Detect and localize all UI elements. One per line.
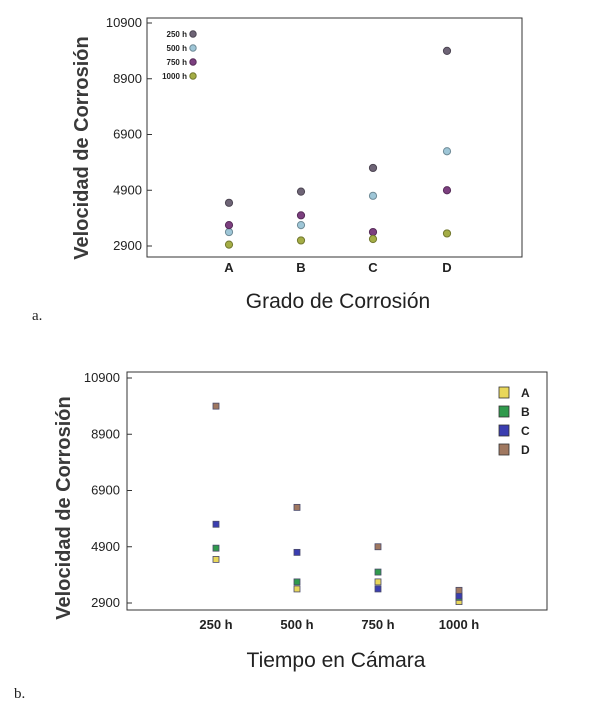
chart-b-point <box>293 578 301 586</box>
chart-b-y-axis-label: Velocidad de Corrosión <box>53 396 75 619</box>
chart-a-point <box>224 227 234 237</box>
chart-a-point <box>442 186 452 195</box>
chart-a-plot-frame <box>146 17 523 258</box>
chart-b-point <box>212 520 220 528</box>
chart-b-point <box>455 586 463 594</box>
chart-b-point <box>374 543 382 551</box>
chart-a-legend-marker <box>189 58 197 66</box>
chart-a-point <box>368 191 378 200</box>
chart-a-legend-label: 250 h <box>167 30 188 39</box>
chart-a-point <box>368 227 378 237</box>
chart-a-legend-marker <box>189 44 197 52</box>
chart-a-y-axis-label: Velocidad de Corrosión <box>71 36 93 259</box>
chart-a-x-tick-label: B <box>296 260 305 275</box>
chart-a-x-axis-label: Grado de Corrosión <box>246 290 430 313</box>
chart-b-x-axis-label: Tiempo en Cámara <box>247 649 426 672</box>
chart-a-y-tick-label: 2900 <box>113 238 142 253</box>
chart-a-legend-marker <box>189 30 197 38</box>
chart-b-y-tick-label: 6900 <box>91 483 120 498</box>
chart-a-y-tick-label: 8900 <box>113 71 142 86</box>
chart-a-point <box>224 220 234 230</box>
chart-b-legend-marker <box>498 405 510 418</box>
chart-b-x-tick-label: 250 h <box>199 617 232 632</box>
chart-a-legend-label: 1000 h <box>162 72 187 81</box>
chart-b-y-tick-label: 10900 <box>84 370 120 385</box>
chart-b-point <box>374 578 382 586</box>
chart-a-x-tick-label: D <box>442 260 451 275</box>
chart-a-x-tick-label: C <box>368 260 378 275</box>
chart-a: Velocidad de Corrosión Grado de Corrosió… <box>32 15 523 324</box>
chart-a-point <box>368 163 378 173</box>
chart-b-y-tick-label: 2900 <box>91 595 120 610</box>
chart-b-legend-marker <box>498 424 510 437</box>
chart-a-y-tick-label: 10900 <box>106 15 142 30</box>
chart-a-point <box>442 229 452 238</box>
chart-b-point <box>212 402 220 410</box>
chart-a-point <box>296 211 306 220</box>
chart-b-y-tick-label: 8900 <box>91 426 120 441</box>
chart-b-point <box>293 503 301 511</box>
chart-a-legend-label: 750 h <box>167 58 188 67</box>
chart-a-y-tick-label: 6900 <box>113 127 142 142</box>
chart-b-x-tick-label: 1000 h <box>439 617 480 632</box>
chart-a-point <box>296 187 306 196</box>
chart-b-point <box>455 592 463 600</box>
chart-a-point <box>442 147 452 156</box>
chart-b-legend-label: D <box>521 443 530 457</box>
chart-b-x-tick-label: 750 h <box>361 617 394 632</box>
chart-a-legend-marker <box>189 72 197 80</box>
chart-b-legend-marker <box>498 386 510 399</box>
chart-a-y-tick-label: 4900 <box>113 182 142 197</box>
chart-a-point <box>368 234 378 244</box>
chart-b-point <box>374 585 382 593</box>
chart-a-point <box>296 220 306 230</box>
chart-a-panel-label: a. <box>32 308 42 324</box>
chart-b-plot-frame <box>126 371 548 611</box>
chart-b: Velocidad de Corrosión Tiempo en Cámara … <box>14 370 548 702</box>
chart-b-legend-label: C <box>521 424 530 438</box>
chart-b-point <box>293 548 301 556</box>
chart-b-legend-label: B <box>521 405 530 419</box>
chart-b-panel-label: b. <box>14 686 25 702</box>
chart-a-point <box>224 198 234 207</box>
chart-b-y-tick-label: 4900 <box>91 539 120 554</box>
chart-b-point <box>212 556 220 563</box>
chart-a-point <box>442 46 452 55</box>
chart-a-point <box>296 236 306 245</box>
chart-b-point <box>212 544 220 552</box>
chart-b-legend-marker <box>498 443 510 456</box>
chart-b-x-tick-label: 500 h <box>280 617 313 632</box>
chart-a-x-tick-label: A <box>224 260 234 275</box>
chart-a-point <box>224 240 234 249</box>
chart-b-legend-label: A <box>521 386 530 400</box>
chart-b-point <box>374 568 382 576</box>
chart-a-legend-label: 500 h <box>167 44 188 53</box>
chart-b-point <box>293 585 301 593</box>
